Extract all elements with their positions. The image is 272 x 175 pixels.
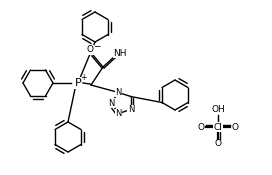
Text: N: N <box>115 109 122 118</box>
Text: N: N <box>128 105 134 114</box>
Text: NH: NH <box>113 48 127 58</box>
Text: −: − <box>93 41 101 51</box>
Text: +: + <box>80 74 86 82</box>
Text: O: O <box>197 122 205 131</box>
Text: Cl: Cl <box>214 122 222 131</box>
Text: N: N <box>115 88 122 97</box>
Text: O: O <box>86 46 94 54</box>
Text: N: N <box>108 99 114 107</box>
Text: OH: OH <box>211 106 225 114</box>
Text: O: O <box>231 122 239 131</box>
Text: O: O <box>215 139 221 149</box>
Text: P: P <box>75 78 81 88</box>
